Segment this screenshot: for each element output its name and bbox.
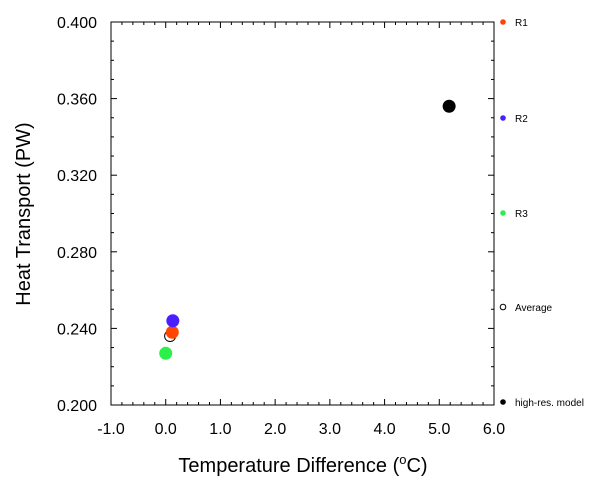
legend-marker	[500, 115, 506, 121]
y-tick-label: 0.280	[57, 245, 97, 262]
x-tick-label: 0.0	[155, 421, 177, 438]
y-tick-label: 0.360	[57, 92, 97, 109]
x-tick-label: 4.0	[373, 421, 395, 438]
x-tick-label: -1.0	[97, 421, 125, 438]
data-point-r1	[165, 325, 179, 339]
x-tick-label: 3.0	[319, 421, 341, 438]
legend-label: Average	[515, 303, 553, 314]
legend-marker	[500, 210, 506, 216]
data-point-r3	[159, 346, 173, 360]
x-tick-label: 2.0	[264, 421, 286, 438]
y-tick-label: 0.400	[57, 15, 97, 32]
data-point-high-res-model	[442, 99, 456, 113]
legend-label: R3	[515, 209, 528, 220]
legend: R1 R2 R3 Average high-res. model	[499, 18, 584, 409]
points-group	[159, 99, 456, 360]
legend-label: R1	[515, 18, 528, 29]
x-axis-label: Temperature Difference (oC)	[178, 452, 427, 477]
x-tick-label: 1.0	[209, 421, 231, 438]
y-tick-label: 0.200	[57, 398, 97, 415]
data-point-r2	[166, 314, 180, 328]
y-tick-label: 0.320	[57, 168, 97, 185]
legend-marker	[499, 303, 507, 311]
legend-marker	[500, 399, 506, 405]
legend-label: high-res. model	[515, 398, 584, 409]
legend-label: R2	[515, 114, 528, 125]
y-tick-label: 0.240	[57, 321, 97, 338]
ticks-group: -1.0 0.0 1.0 2.0 3.0 4.0 5.0 6.0 0.200 0.240 0.280…	[57, 15, 505, 438]
x-tick-label: 6.0	[483, 421, 505, 438]
legend-marker	[500, 19, 506, 25]
y-axis-label: Heat Transport (PW)	[13, 122, 35, 305]
x-tick-label: 5.0	[428, 421, 450, 438]
